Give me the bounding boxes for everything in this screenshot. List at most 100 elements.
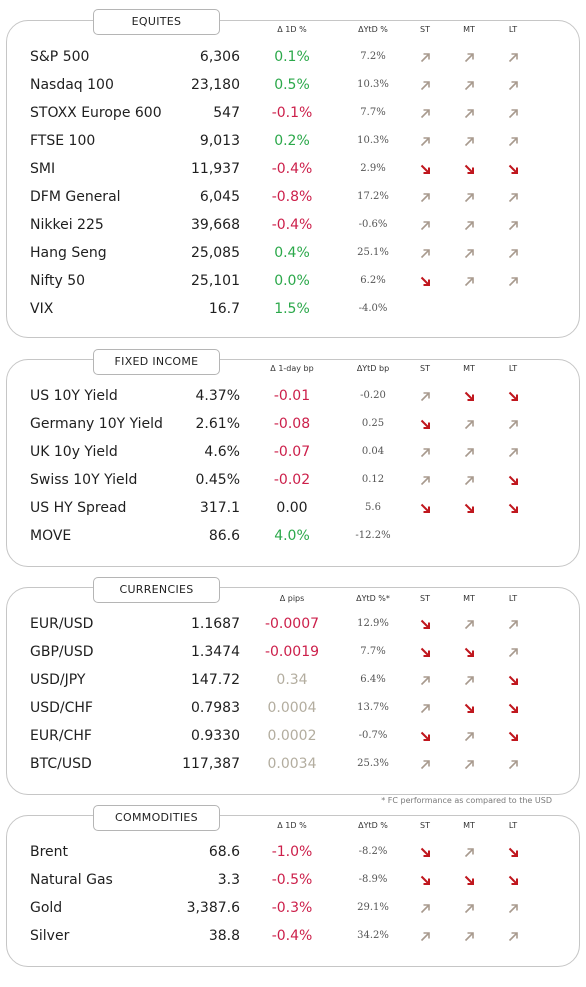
- instrument-value: 147.72: [191, 672, 240, 688]
- trend-up-icon: [410, 438, 440, 466]
- instrument-name: EUR/USD: [30, 616, 94, 632]
- ytd-change: 7.7%: [360, 646, 386, 657]
- trend-up-icon: [410, 382, 440, 410]
- trend-up-icon: [410, 183, 440, 211]
- trend-down-icon: [498, 466, 528, 494]
- ytd-change: 25.3%: [357, 758, 389, 769]
- daily-change: 0.0004: [267, 700, 317, 716]
- instrument-name: Nifty 50: [30, 273, 86, 289]
- instrument-value: 3,387.6: [186, 900, 240, 916]
- daily-change: -0.4%: [271, 217, 313, 233]
- trend-up-icon: [454, 183, 484, 211]
- trend-down-icon: [498, 722, 528, 750]
- daily-change: 0.0002: [267, 728, 317, 744]
- ytd-change: 29.1%: [357, 902, 389, 913]
- trend-up-icon: [454, 71, 484, 99]
- trend-up-icon: [498, 71, 528, 99]
- trend-down-icon: [410, 155, 440, 183]
- column-header-ytd: ΔYtD %: [358, 25, 388, 34]
- table-row: BTC/USD 117,387 0.0034 25.3%: [0, 750, 586, 778]
- trend-up-icon: [498, 99, 528, 127]
- instrument-name: Gold: [30, 900, 63, 916]
- trend-up-icon: [410, 922, 440, 950]
- instrument-value: 86.6: [208, 528, 240, 544]
- table-row: GBP/USD 1.3474 -0.0019 7.7%: [0, 638, 586, 666]
- trend-up-icon: [454, 438, 484, 466]
- daily-change: -0.5%: [271, 872, 313, 888]
- daily-change: 0.0034: [267, 756, 317, 772]
- daily-change: 1.5%: [274, 301, 310, 317]
- instrument-value: 6,045: [199, 189, 240, 205]
- daily-change: -0.3%: [271, 900, 313, 916]
- ytd-change: -0.6%: [358, 219, 388, 230]
- ytd-change: -0.20: [360, 390, 386, 401]
- column-header-lt: LT: [508, 821, 518, 830]
- daily-change: -0.08: [273, 416, 311, 432]
- trend-up-icon: [410, 127, 440, 155]
- section-commodities: [6, 815, 580, 967]
- trend-down-icon: [410, 610, 440, 638]
- currency-footnote: * FC performance as compared to the USD: [381, 796, 552, 805]
- ytd-change: -8.9%: [358, 874, 388, 885]
- daily-change: -0.01: [273, 388, 311, 404]
- table-row: EUR/USD 1.1687 -0.0007 12.9%: [0, 610, 586, 638]
- table-row: US HY Spread 317.1 0.00 5.6: [0, 494, 586, 522]
- ytd-change: 7.2%: [360, 51, 386, 62]
- ytd-change: 6.2%: [360, 275, 386, 286]
- trend-down-icon: [410, 866, 440, 894]
- trend-up-icon: [454, 750, 484, 778]
- trend-up-icon: [454, 666, 484, 694]
- column-header-st: ST: [420, 25, 430, 34]
- ytd-change: 0.25: [361, 418, 385, 429]
- ytd-change: 12.9%: [357, 618, 389, 629]
- table-row: MOVE 86.6 4.0% -12.2%: [0, 522, 586, 550]
- column-header-st: ST: [420, 594, 430, 603]
- instrument-value: 0.7983: [191, 700, 240, 716]
- trend-up-icon: [410, 466, 440, 494]
- column-header-ytd: ΔYtD %: [358, 821, 388, 830]
- column-header-st: ST: [420, 821, 430, 830]
- column-header-st: ST: [420, 364, 430, 373]
- trend-up-icon: [498, 410, 528, 438]
- daily-change: -0.02: [273, 472, 311, 488]
- ytd-change: 0.04: [361, 446, 385, 457]
- trend-down-icon: [454, 866, 484, 894]
- trend-down-icon: [498, 666, 528, 694]
- instrument-name: GBP/USD: [30, 644, 94, 660]
- ytd-change: -8.2%: [358, 846, 388, 857]
- column-header-d1: Δ 1D %: [277, 821, 307, 830]
- instrument-name: Germany 10Y Yield: [30, 416, 163, 432]
- instrument-name: FTSE 100: [30, 133, 96, 149]
- daily-change: -0.4%: [271, 928, 313, 944]
- daily-change: -0.0007: [264, 616, 320, 632]
- instrument-name: US 10Y Yield: [30, 388, 118, 404]
- trend-down-icon: [498, 382, 528, 410]
- trend-down-icon: [498, 866, 528, 894]
- instrument-name: Silver: [30, 928, 70, 944]
- instrument-value: 68.6: [208, 844, 240, 860]
- table-row: Hang Seng 25,085 0.4% 25.1%: [0, 239, 586, 267]
- instrument-value: 16.7: [208, 301, 240, 317]
- trend-up-icon: [498, 267, 528, 295]
- trend-up-icon: [454, 127, 484, 155]
- instrument-value: 38.8: [208, 928, 240, 944]
- ytd-change: 0.12: [361, 474, 385, 485]
- ytd-change: 5.6: [365, 502, 381, 513]
- table-row: S&P 500 6,306 0.1% 7.2%: [0, 43, 586, 71]
- daily-change: -0.07: [273, 444, 311, 460]
- daily-change: 0.2%: [274, 133, 310, 149]
- trend-up-icon: [410, 71, 440, 99]
- trend-up-icon: [454, 43, 484, 71]
- daily-change: 0.0%: [274, 273, 310, 289]
- ytd-change: -0.7%: [358, 730, 388, 741]
- instrument-name: UK 10y Yield: [30, 444, 118, 460]
- table-row: Germany 10Y Yield 2.61% -0.08 0.25: [0, 410, 586, 438]
- instrument-name: USD/JPY: [30, 672, 86, 688]
- trend-up-icon: [410, 694, 440, 722]
- instrument-name: EUR/CHF: [30, 728, 92, 744]
- instrument-name: DFM General: [30, 189, 121, 205]
- trend-down-icon: [498, 694, 528, 722]
- trend-down-icon: [410, 838, 440, 866]
- column-header-ytd: ΔYtD %*: [356, 594, 390, 603]
- instrument-name: Brent: [30, 844, 69, 860]
